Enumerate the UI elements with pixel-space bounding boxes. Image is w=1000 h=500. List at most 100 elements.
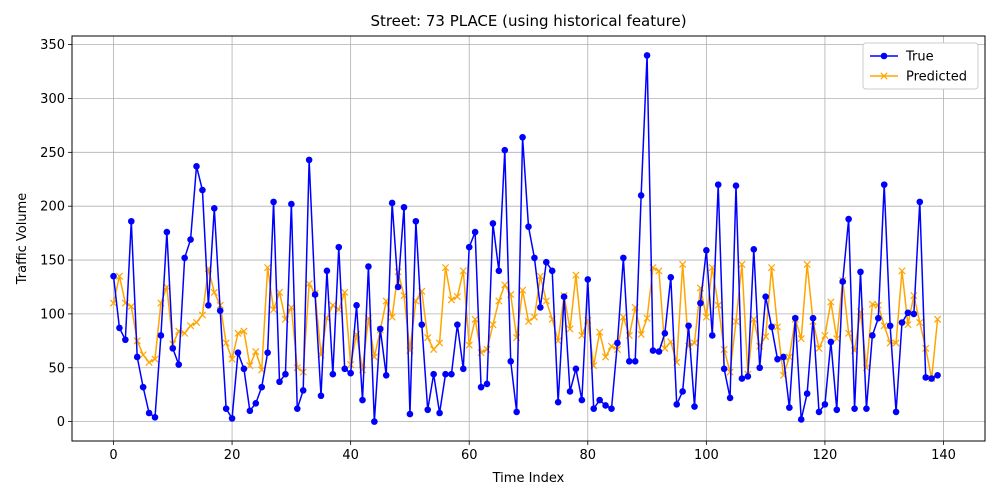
data-point-true [791, 314, 799, 322]
data-point-predicted [483, 345, 491, 354]
data-point-true [519, 133, 526, 141]
y-tick-label: 100 [40, 307, 65, 322]
data-point-predicted [447, 296, 456, 304]
data-point-true [454, 321, 461, 328]
data-point-predicted [643, 314, 651, 322]
data-point-predicted [424, 333, 432, 342]
data-point-true [637, 192, 645, 199]
data-point-true [863, 405, 870, 412]
data-point-predicted [596, 328, 604, 336]
data-point-true [602, 402, 609, 409]
data-point-true [145, 409, 153, 417]
data-point-predicted [892, 339, 900, 347]
data-point-true [720, 365, 728, 373]
data-point-predicted [880, 322, 888, 330]
data-point-true [928, 375, 935, 382]
data-point-predicted [151, 355, 159, 363]
x-tick-label: 0 [109, 448, 117, 463]
data-point-true [774, 355, 781, 363]
data-point-predicted [750, 315, 758, 323]
legend-label-predicted: Predicted [906, 70, 967, 85]
data-point-true [181, 254, 188, 262]
data-point-true [347, 369, 354, 377]
data-point-true [199, 186, 206, 194]
data-point-true [495, 267, 503, 275]
x-tick-label: 20 [224, 448, 241, 463]
data-point-true [780, 353, 787, 361]
y-tick-label: 250 [40, 146, 65, 161]
legend-label-true: True [905, 50, 934, 65]
data-point-true [625, 357, 633, 365]
data-point-true [803, 390, 811, 397]
data-point-predicted [530, 313, 539, 321]
data-point-true [809, 314, 817, 322]
data-point-predicted [833, 335, 841, 343]
x-tick-label: 100 [694, 448, 719, 463]
data-point-predicted [619, 313, 627, 321]
data-point-true [216, 307, 224, 314]
data-point-true [465, 243, 473, 251]
data-point-predicted [139, 351, 147, 359]
data-point-true [424, 406, 432, 414]
data-point-true [560, 293, 568, 300]
data-point-true [127, 217, 135, 225]
data-point-true [827, 338, 835, 346]
data-point-true [193, 163, 200, 170]
data-point-true [489, 220, 497, 227]
data-point-predicted [702, 313, 710, 321]
data-point-predicted [904, 321, 912, 329]
data-point-predicted [637, 330, 645, 338]
x-tick-label: 60 [461, 448, 478, 463]
data-point-predicted [269, 305, 278, 314]
data-point-true [691, 403, 698, 410]
data-point-true [554, 398, 562, 406]
data-point-predicted [501, 281, 509, 289]
data-point-true [240, 365, 248, 373]
y-tick-label: 300 [40, 92, 65, 107]
legend-entry-true: True [870, 50, 934, 65]
data-point-true [815, 408, 823, 416]
data-point-true [892, 408, 900, 416]
data-point-true [394, 283, 402, 291]
data-point-true [412, 217, 420, 225]
data-point-true [531, 254, 538, 262]
data-point-true [282, 370, 289, 378]
data-point-true [738, 375, 746, 382]
data-point-predicted [293, 364, 301, 372]
data-point-true [839, 278, 847, 285]
data-point-true [222, 405, 230, 412]
data-point-predicted [797, 335, 805, 343]
legend-marker-predicted [880, 72, 888, 80]
data-point-true [270, 198, 277, 206]
data-point-true [133, 353, 141, 361]
series-true [110, 52, 941, 425]
data-point-true [175, 361, 183, 368]
data-point-predicted [572, 271, 580, 279]
data-point-true [371, 418, 378, 425]
data-point-true [714, 181, 722, 188]
data-point-true [584, 276, 592, 283]
data-point-predicted [329, 301, 337, 309]
series-line-predicted [112, 263, 939, 380]
data-point-true [537, 304, 544, 311]
data-point-true [448, 370, 455, 378]
data-point-true [649, 347, 657, 354]
data-point-predicted [210, 288, 218, 296]
data-point-predicted [773, 323, 782, 331]
data-point-predicted [181, 329, 189, 337]
data-point-predicted [690, 339, 699, 347]
data-point-true [157, 332, 165, 339]
data-point-true [459, 365, 467, 373]
data-point-true [744, 373, 752, 380]
data-point-true [525, 223, 532, 230]
data-point-true [376, 325, 384, 333]
x-tick-label: 120 [813, 448, 838, 463]
data-point-true [329, 370, 337, 378]
data-point-true [116, 324, 123, 332]
y-axis: 0 50 100 150 200 250 300 350 [40, 38, 72, 430]
data-point-predicted [566, 325, 574, 333]
x-axis-label: Time Index [492, 471, 565, 486]
data-point-true [234, 349, 242, 356]
x-tick-label: 80 [580, 448, 597, 463]
